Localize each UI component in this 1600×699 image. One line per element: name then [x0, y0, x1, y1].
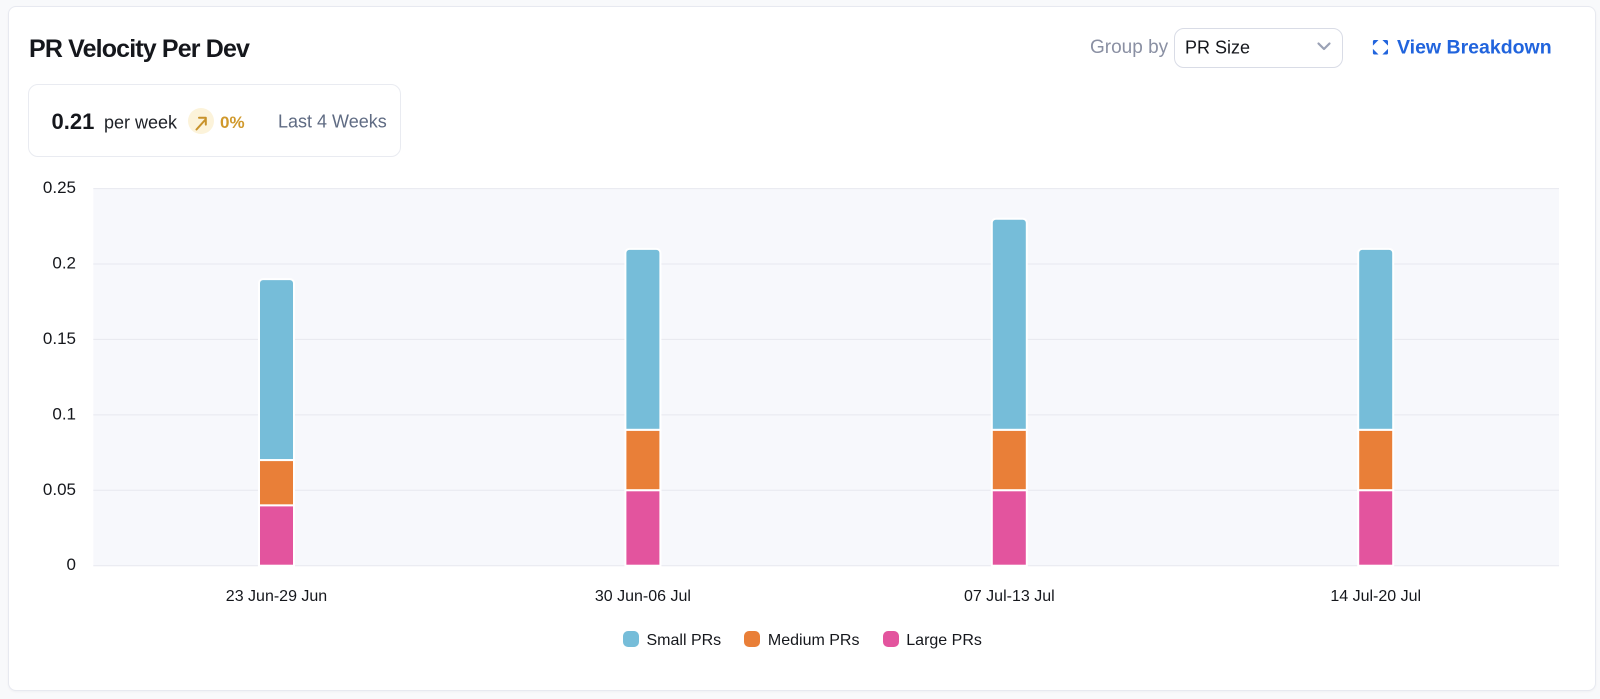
svg-text:0.15: 0.15 — [43, 329, 76, 348]
svg-text:0.25: 0.25 — [43, 178, 76, 197]
svg-text:0.2: 0.2 — [52, 254, 76, 273]
svg-text:0.05: 0.05 — [43, 480, 76, 499]
svg-text:0.1: 0.1 — [52, 404, 76, 423]
svg-text:0: 0 — [67, 555, 76, 574]
